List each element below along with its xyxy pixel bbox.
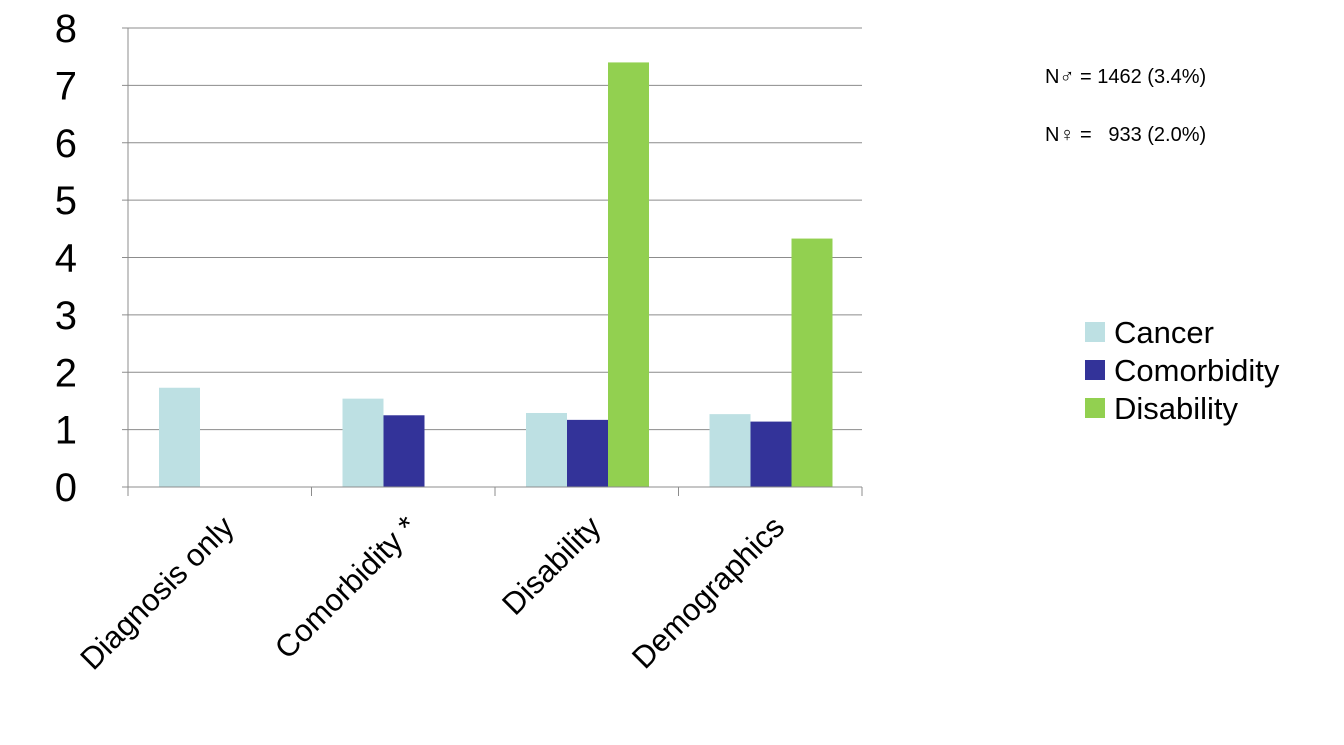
y-tick-label: 6 xyxy=(55,122,77,166)
bar-cancer-2 xyxy=(342,398,384,487)
bar-comorbidity-3 xyxy=(567,419,608,487)
y-tick-label: 0 xyxy=(55,466,77,510)
annotation-n-male: N♂ = 1462 (3.4%) xyxy=(1045,66,1207,88)
legend-label-comorbidity: Comorbidity xyxy=(1114,352,1280,388)
bar-comorbidity-2 xyxy=(383,415,425,487)
legend-item-cancer: Cancer xyxy=(1085,313,1279,351)
bar-cancer-3 xyxy=(526,412,567,487)
x-tick-label: Comorbidity * xyxy=(268,509,424,665)
bar-disability-4 xyxy=(791,238,833,487)
legend: Cancer Comorbidity Disability xyxy=(1085,313,1279,427)
legend-swatch-comorbidity xyxy=(1085,360,1105,380)
x-tick-label: Disability xyxy=(495,509,608,622)
bar-disability-3 xyxy=(608,62,649,488)
y-tick-label: 7 xyxy=(55,64,77,108)
legend-swatch-cancer xyxy=(1085,322,1105,342)
bar-cancer-1 xyxy=(159,387,200,487)
y-tick-label: 5 xyxy=(55,179,77,223)
bar-comorbidity-4 xyxy=(750,421,792,487)
y-tick-label: 3 xyxy=(55,294,77,338)
y-tick-label: 2 xyxy=(55,351,77,395)
annotation-n-female: N♀ = 933 (2.0%) xyxy=(1045,124,1207,146)
y-tick-label: 4 xyxy=(55,237,77,281)
legend-label-disability: Disability xyxy=(1114,390,1239,426)
legend-label-cancer: Cancer xyxy=(1114,314,1214,350)
x-tick-label: Demographics xyxy=(625,509,791,675)
legend-item-comorbidity: Comorbidity xyxy=(1085,351,1279,389)
y-tick-label: 8 xyxy=(55,7,77,51)
legend-item-disability: Disability xyxy=(1085,389,1279,427)
y-tick-label: 1 xyxy=(55,409,77,453)
x-tick-label: Diagnosis only xyxy=(73,509,241,677)
legend-swatch-disability xyxy=(1085,398,1105,418)
bar-cancer-4 xyxy=(709,414,751,487)
